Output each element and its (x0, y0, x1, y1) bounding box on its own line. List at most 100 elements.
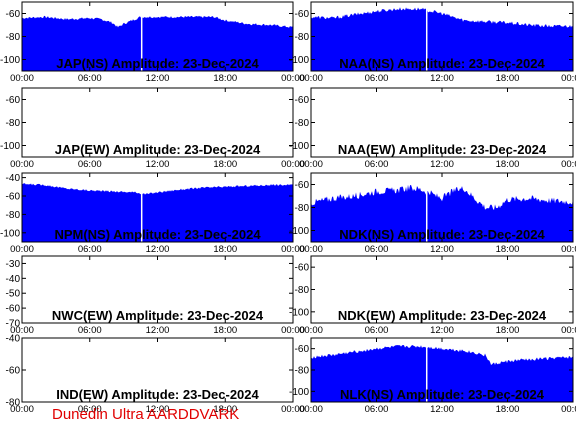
amplitude-area (311, 184, 573, 242)
y-tick-label: -100 (289, 226, 309, 237)
x-tick-label: 00:00 (299, 244, 323, 255)
y-tick-label: -100 (289, 141, 309, 152)
y-tick-label: -80 (295, 285, 310, 296)
y-tick-label: -60 (6, 366, 21, 377)
x-tick-label: 06:00 (78, 325, 102, 336)
y-tick-label: -60 (295, 344, 310, 355)
chart-title: NDK(EW) Amplitude: 23-Dec-2024 (338, 308, 547, 323)
chart-title: JAP(EW) Amplitude: 23-Dec-2024 (55, 142, 261, 157)
x-tick-label: 06:00 (365, 159, 389, 170)
x-tick-label: 18:00 (496, 325, 520, 336)
y-tick-label: -60 (6, 192, 21, 203)
x-tick-label: 00:00 (299, 73, 323, 84)
chart-panel-10: -60 -80 -100 00:00 06:00 12:00 18:00 00:00 NLK(N… (289, 337, 576, 415)
x-tick-label: 00:00 (281, 159, 305, 170)
x-tick-label: 18:00 (213, 73, 237, 84)
x-tick-label: 18:00 (496, 159, 520, 170)
chart-title: NDK(NS) Amplitude: 23-Dec-2024 (339, 227, 545, 242)
y-tick-label: -60 (6, 304, 21, 315)
y-tick-label: -100 (0, 228, 20, 239)
x-tick-label: 00:00 (299, 159, 323, 170)
x-tick-label: 12:00 (146, 244, 170, 255)
y-tick-label: -40 (6, 274, 21, 285)
x-tick-label: 00:00 (561, 404, 576, 415)
chart-panel-8: -60 -80 -100 00:00 06:00 12:00 18:00 00:00 NDK(E… (289, 255, 576, 336)
x-tick-label: 18:00 (496, 244, 520, 255)
x-tick-label: 00:00 (561, 325, 576, 336)
chart-title: NPM(NS) Amplitude: 23-Dec-2024 (54, 227, 261, 242)
x-tick-label: 00:00 (299, 404, 323, 415)
x-tick-label: 06:00 (365, 325, 389, 336)
y-tick-label: -60 (295, 263, 310, 274)
amplitude-area (22, 15, 293, 72)
amplitude-area (22, 183, 293, 242)
x-tick-label: 00:00 (10, 244, 34, 255)
y-tick-label: -100 (289, 307, 309, 318)
y-tick-label: -80 (6, 210, 21, 221)
y-tick-label: -40 (6, 173, 21, 184)
chart-panel-5: -40 -60 -80 -100 00:00 06:00 12:00 18:00 00:00 NP… (0, 172, 305, 255)
amplitude-area (311, 345, 573, 402)
chart-title: JAP(NS) Amplitude: 23-Dec-2024 (56, 56, 259, 71)
chart-title: NAA(NS) Amplitude: 23-Dec-2024 (339, 56, 545, 71)
chart-panel-4: -60 -80 -100 00:00 06:00 12:00 18:00 00:00 NAA(E… (289, 87, 576, 170)
y-tick-label: -100 (0, 55, 20, 66)
x-tick-label: 18:00 (213, 159, 237, 170)
chart-title: IND(EW) Amplitude: 23-Dec-2024 (56, 387, 259, 402)
x-tick-label: 18:00 (213, 404, 237, 415)
x-tick-label: 06:00 (365, 404, 389, 415)
chart-panel-3: -60 -80 -100 00:00 06:00 12:00 18:00 00:00 JAP(E… (0, 87, 305, 170)
chart-title: NAA(EW) Amplitude: 23-Dec-2024 (338, 142, 547, 157)
x-tick-label: 06:00 (365, 73, 389, 84)
y-tick-label: -60 (295, 9, 310, 20)
y-tick-label: -80 (6, 118, 21, 129)
footer-credit: Dunedin Ultra AARDDVARK (52, 406, 240, 423)
y-tick-label: -50 (6, 289, 21, 300)
y-tick-label: -60 (6, 9, 21, 20)
x-tick-label: 00:00 (10, 404, 34, 415)
x-tick-label: 12:00 (146, 159, 170, 170)
y-tick-label: -100 (0, 141, 20, 152)
x-tick-label: 00:00 (10, 159, 34, 170)
x-tick-label: 12:00 (430, 404, 454, 415)
x-tick-label: 06:00 (78, 244, 102, 255)
x-tick-label: 06:00 (365, 244, 389, 255)
amplitude-area (311, 7, 573, 72)
y-tick-label: -80 (295, 32, 310, 43)
x-tick-label: 12:00 (146, 404, 170, 415)
x-tick-label: 12:00 (430, 73, 454, 84)
x-tick-label: 00:00 (561, 244, 576, 255)
y-tick-label: -80 (295, 118, 310, 129)
y-tick-label: -60 (295, 95, 310, 106)
y-tick-label: -30 (6, 259, 21, 270)
y-tick-label: -100 (289, 55, 309, 66)
x-tick-label: 12:00 (430, 159, 454, 170)
x-tick-label: 00:00 (561, 159, 576, 170)
x-tick-label: 00:00 (299, 325, 323, 336)
x-tick-label: 18:00 (213, 325, 237, 336)
x-tick-label: 06:00 (78, 159, 102, 170)
x-tick-label: 00:00 (561, 73, 576, 84)
x-tick-label: 00:00 (10, 73, 34, 84)
x-tick-label: 06:00 (78, 404, 102, 415)
y-tick-label: -60 (295, 180, 310, 191)
x-tick-label: 00:00 (10, 325, 34, 336)
chart-panel-6: -60 -80 -100 00:00 06:00 12:00 18:00 00:00 NDK(N… (289, 172, 576, 255)
y-tick-label: -60 (6, 95, 21, 106)
chart-title: NLK(NS) Amplitude: 23-Dec-2024 (340, 387, 545, 402)
y-tick-label: -70 (6, 319, 21, 330)
y-tick-label: -80 (295, 203, 310, 214)
x-tick-label: 18:00 (496, 73, 520, 84)
x-tick-label: 12:00 (430, 325, 454, 336)
y-tick-label: -80 (6, 398, 21, 409)
chart-panel-1: -60 -80 -100 00:00 06:00 12:00 18:00 00:00 JAP(N… (0, 1, 305, 84)
chart-panel-2: -60 -80 -100 00:00 06:00 12:00 18:00 00:00 NAA(N… (289, 1, 576, 84)
y-tick-label: -80 (295, 366, 310, 377)
x-tick-label: 00:00 (281, 244, 305, 255)
x-tick-label: 12:00 (146, 73, 170, 84)
chart-title: NWC(EW) Amplitude: 23-Dec-2024 (52, 308, 264, 323)
x-tick-label: 00:00 (281, 404, 305, 415)
x-tick-label: 00:00 (281, 325, 305, 336)
